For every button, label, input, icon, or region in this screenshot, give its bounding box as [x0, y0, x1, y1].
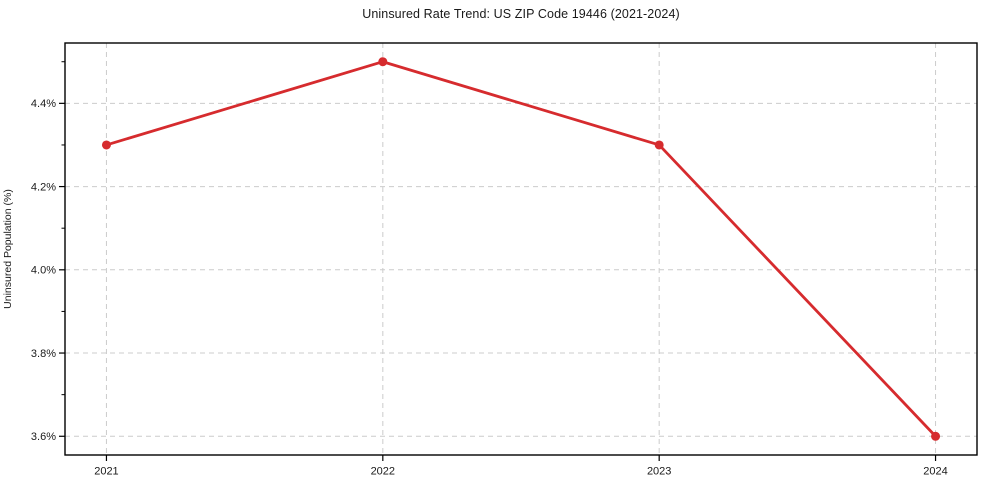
chart-title: Uninsured Rate Trend: US ZIP Code 19446 … [362, 7, 680, 21]
x-tick-label: 2023 [647, 466, 671, 478]
y-tick-label: 3.8% [31, 348, 56, 360]
data-point-marker [101, 140, 111, 150]
data-point-marker [378, 57, 388, 67]
y-tick-label: 4.0% [31, 265, 56, 277]
x-tick-label: 2021 [94, 466, 118, 478]
x-tick-label: 2022 [371, 466, 395, 478]
y-tick-label: 4.2% [31, 181, 56, 193]
plot-border [64, 42, 978, 456]
data-point-marker [931, 431, 941, 441]
y-tick-label: 3.6% [31, 431, 56, 443]
trend-line [105, 60, 937, 438]
data-point-marker [654, 140, 664, 150]
x-tick-label: 2024 [923, 466, 947, 478]
y-tick-label: 4.4% [31, 98, 56, 110]
